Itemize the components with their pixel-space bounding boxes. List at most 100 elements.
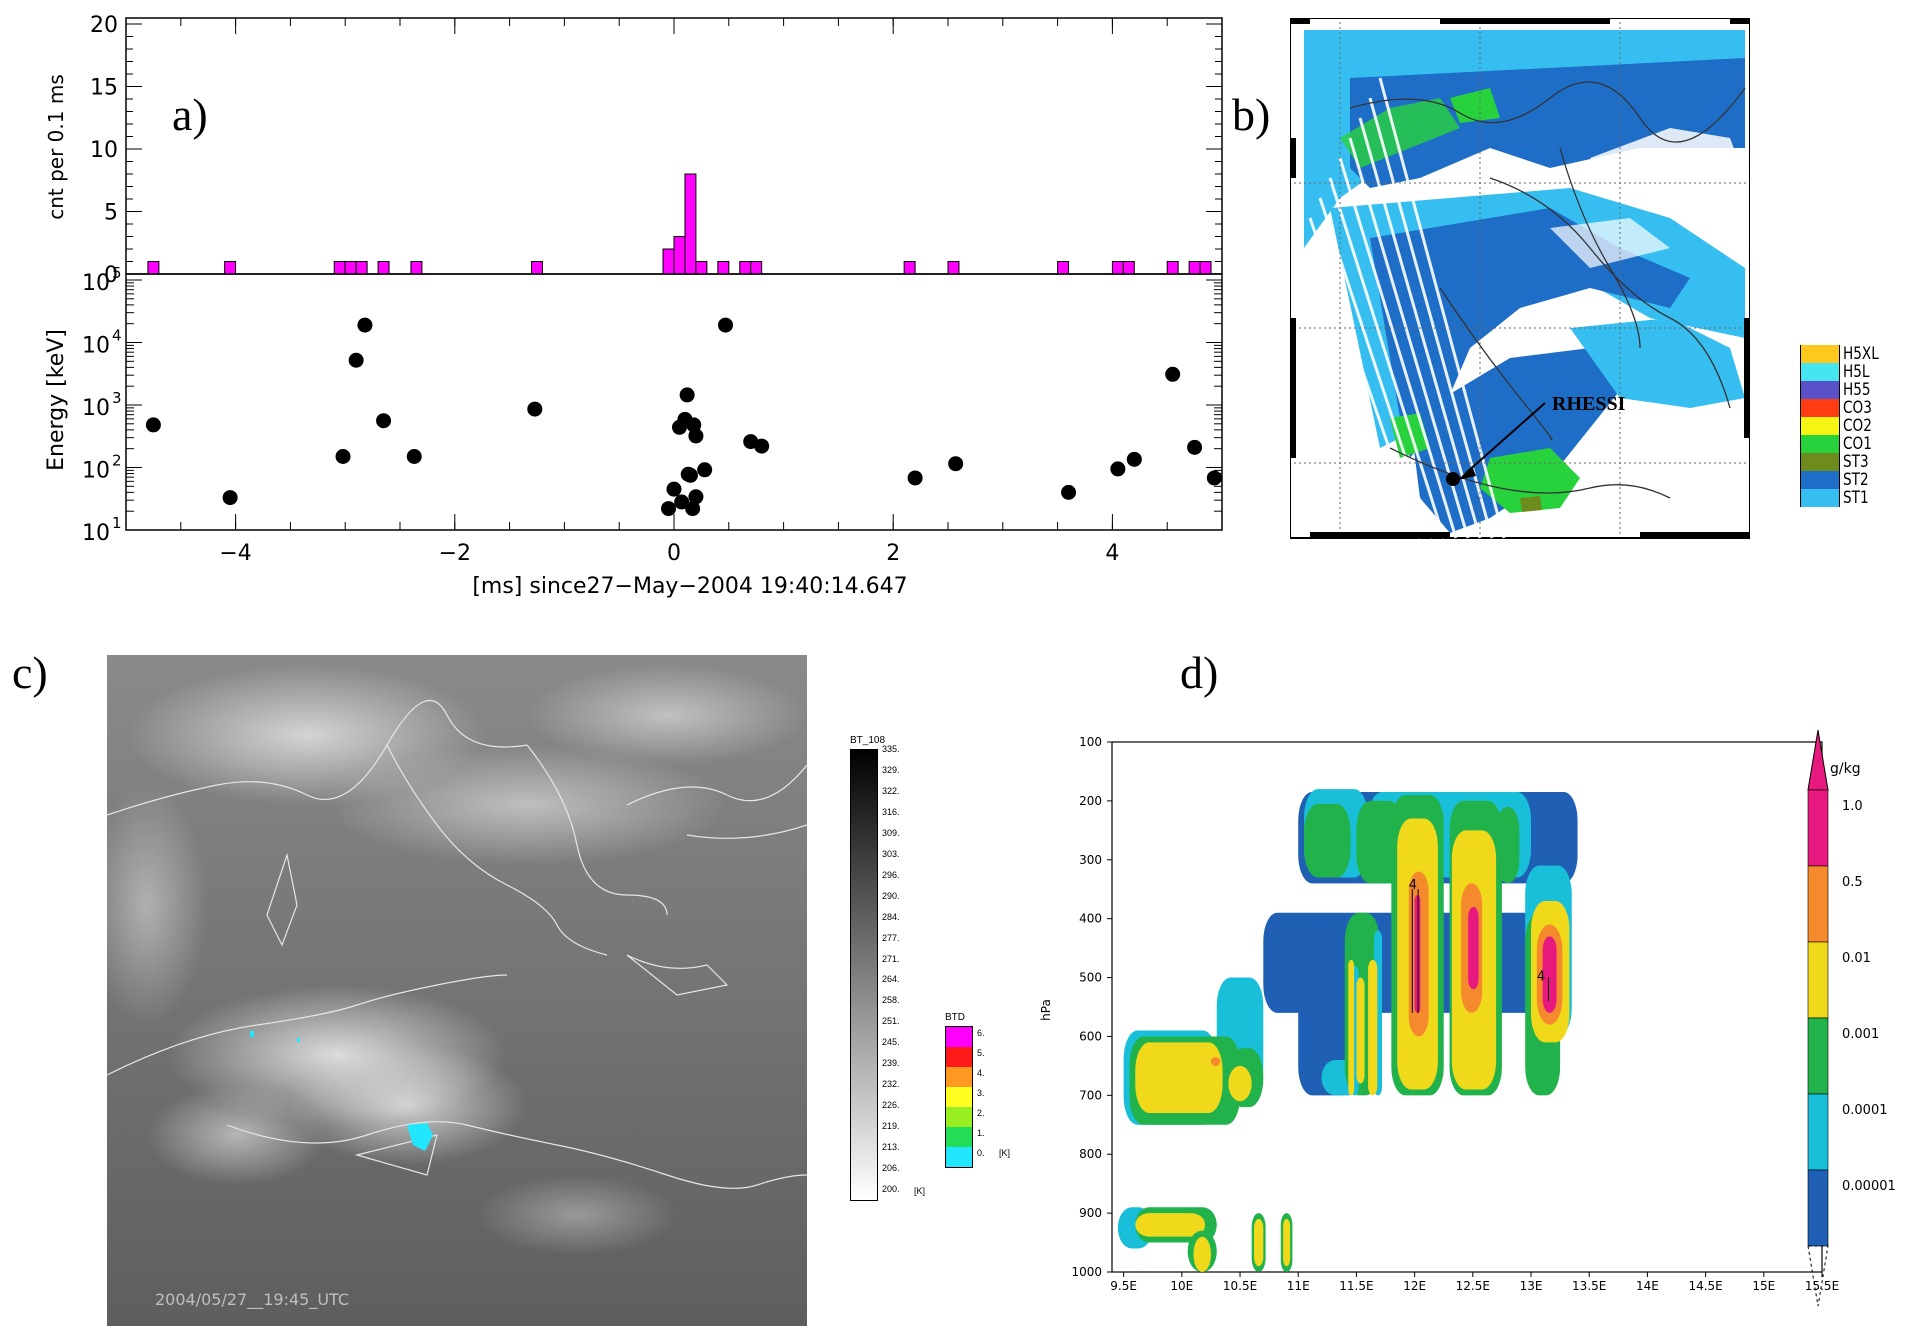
- legend-b-swatch: [1800, 381, 1840, 399]
- a-histogram-bar: [684, 173, 697, 275]
- a-histogram-bar: [531, 261, 543, 275]
- btd-tick-label: 3.: [977, 1088, 985, 1098]
- d-colorbar-segment: [1807, 941, 1829, 1019]
- a-energy-point: [145, 417, 161, 433]
- bt-tick-label: 226.: [882, 1100, 900, 1111]
- btd-colorbar: BTD 6. 5. 4. 3. 2. 1. 0. [K]: [945, 1012, 1025, 1168]
- a-hist-ytick-label: 10: [90, 138, 118, 163]
- d-contour-region: [1135, 1213, 1206, 1237]
- bt-tick-label: 296.: [882, 869, 900, 880]
- d-contour-region: [1414, 895, 1421, 1013]
- d-colorbar-segment: [1807, 789, 1829, 867]
- a-xtick-label: −4: [219, 541, 251, 566]
- d-ytick-label: 400: [1079, 912, 1102, 926]
- a-hist-ytick-label: 0: [104, 263, 118, 288]
- a-histogram-bar: [1057, 261, 1070, 275]
- legend-b-item: H5XL: [1800, 344, 1920, 364]
- d-xtick-label: 13E: [1520, 1279, 1543, 1293]
- a-scatter-ytick-exponent: 1: [112, 514, 122, 532]
- bt-colorbar: BT_108 335. 329. 322. 316. 309. 303. 296. 290. 2…: [850, 735, 940, 1215]
- legend-b-label: CO2: [1843, 416, 1872, 436]
- d-contour-region: [1468, 906, 1479, 990]
- d-colorbar-segment: [1807, 1093, 1829, 1171]
- bt-tick-label: 239.: [882, 1058, 900, 1069]
- d-contour-region: [1368, 959, 1378, 1096]
- panel-label-d: d): [1180, 647, 1219, 698]
- d-contour-region: [1135, 1042, 1223, 1113]
- bt-tick-label: 271.: [882, 953, 900, 964]
- a-histogram-bar: [1199, 261, 1212, 275]
- bt-tick-label: 303.: [882, 848, 900, 859]
- rhessi-arrow: [1465, 402, 1546, 474]
- a-energy-ylabel: Energy [keV]: [44, 329, 69, 471]
- a-histogram-bar: [1166, 261, 1179, 275]
- d-y-axis-label: hPa: [1039, 999, 1053, 1021]
- d-contour-region: [1193, 1236, 1211, 1272]
- a-energy-point: [666, 481, 682, 497]
- d-xtick-label: 15E: [1752, 1279, 1775, 1293]
- legend-b-swatch: [1800, 453, 1840, 471]
- a-scatter-ytick-exponent: 5: [112, 264, 122, 282]
- btd-signal-spot: [407, 1123, 433, 1151]
- bt-tick-label: 335.: [882, 744, 900, 754]
- a-scatter-ytick-label: 10: [82, 521, 110, 546]
- map-b: RHESSI: [1290, 18, 1750, 539]
- a-scatter-ytick-exponent: 2: [112, 452, 122, 470]
- d-contour-region: [1254, 1219, 1264, 1267]
- legend-b-swatch: [1800, 363, 1840, 381]
- a-energy-point: [674, 494, 690, 510]
- legend-b-swatch: [1800, 489, 1840, 507]
- d-ytick-label: 100: [1079, 735, 1102, 749]
- d-contour-region: [1298, 918, 1357, 1096]
- a-energy-point: [688, 489, 704, 505]
- d-contour-region: [1304, 803, 1351, 878]
- a-histogram-frame: [125, 17, 1223, 275]
- legend-b-label: CO3: [1843, 398, 1872, 418]
- a-histogram-bar: [750, 261, 763, 275]
- legend-b-swatch: [1800, 399, 1840, 417]
- a-histogram-bar: [355, 261, 368, 275]
- a-energy-point: [948, 456, 964, 472]
- a-energy-point: [335, 448, 351, 464]
- satellite-image-c: 2004/05/27__19:45_UTC: [107, 655, 807, 1326]
- btd-color-block: [946, 1047, 972, 1067]
- bt-tick-label: 245.: [882, 1037, 900, 1048]
- a-xtick-label: 0: [667, 541, 681, 566]
- btd-color-block: [946, 1087, 972, 1107]
- a-histogram-bar: [377, 261, 390, 275]
- btd-color-block: [946, 1107, 972, 1127]
- d-contour-region: [1348, 959, 1355, 1096]
- d-ytick-label: 600: [1079, 1029, 1102, 1043]
- d-ytick-label: 1000: [1071, 1265, 1102, 1279]
- btd-tick-label: 6.: [977, 1028, 985, 1038]
- image-timestamp: 2004/05/27__19:45_UTC: [155, 1290, 349, 1310]
- d-xtick-label: 11E: [1287, 1279, 1310, 1293]
- d-xtick-label: 10.5E: [1223, 1279, 1257, 1293]
- bt-tick-label: 264.: [882, 974, 900, 985]
- bt-colorbar-title: BT_108: [850, 735, 886, 746]
- panel-label-a: a): [172, 89, 208, 140]
- d-xtick-label: 12E: [1403, 1279, 1426, 1293]
- a-hist-ytick-label: 5: [104, 201, 118, 226]
- panel-label-b: b): [1232, 89, 1271, 140]
- d-colorbar: 1.0 0.5 0.01 0.001 0.0001 0.00001: [1807, 730, 1896, 1307]
- a-scatter-ytick-label: 10: [82, 459, 110, 484]
- d-contour-label: 4: [1409, 878, 1417, 893]
- bt-tick-label: 316.: [882, 806, 900, 817]
- bt-tick-label: 322.: [882, 785, 900, 796]
- legend-b-item: CO3: [1800, 398, 1920, 418]
- bt-tick-label: 277.: [882, 932, 900, 943]
- bt-tick-label: 206.: [882, 1163, 900, 1174]
- bt-tick-label: 219.: [882, 1121, 900, 1132]
- a-scatter-ytick-exponent: 3: [112, 389, 122, 407]
- btd-colorbar-title: BTD: [945, 1012, 965, 1023]
- d-colorbar-label: 0.5: [1842, 875, 1863, 890]
- bt-tick-label: 284.: [882, 911, 900, 922]
- a-xtick-label: −2: [439, 541, 471, 566]
- a-histogram-bar: [903, 261, 916, 275]
- a-histogram-bar: [224, 261, 237, 275]
- btd-color-block: [946, 1127, 972, 1147]
- bt-tick-label: 309.: [882, 827, 900, 838]
- rhessi-location-marker: [1446, 472, 1460, 486]
